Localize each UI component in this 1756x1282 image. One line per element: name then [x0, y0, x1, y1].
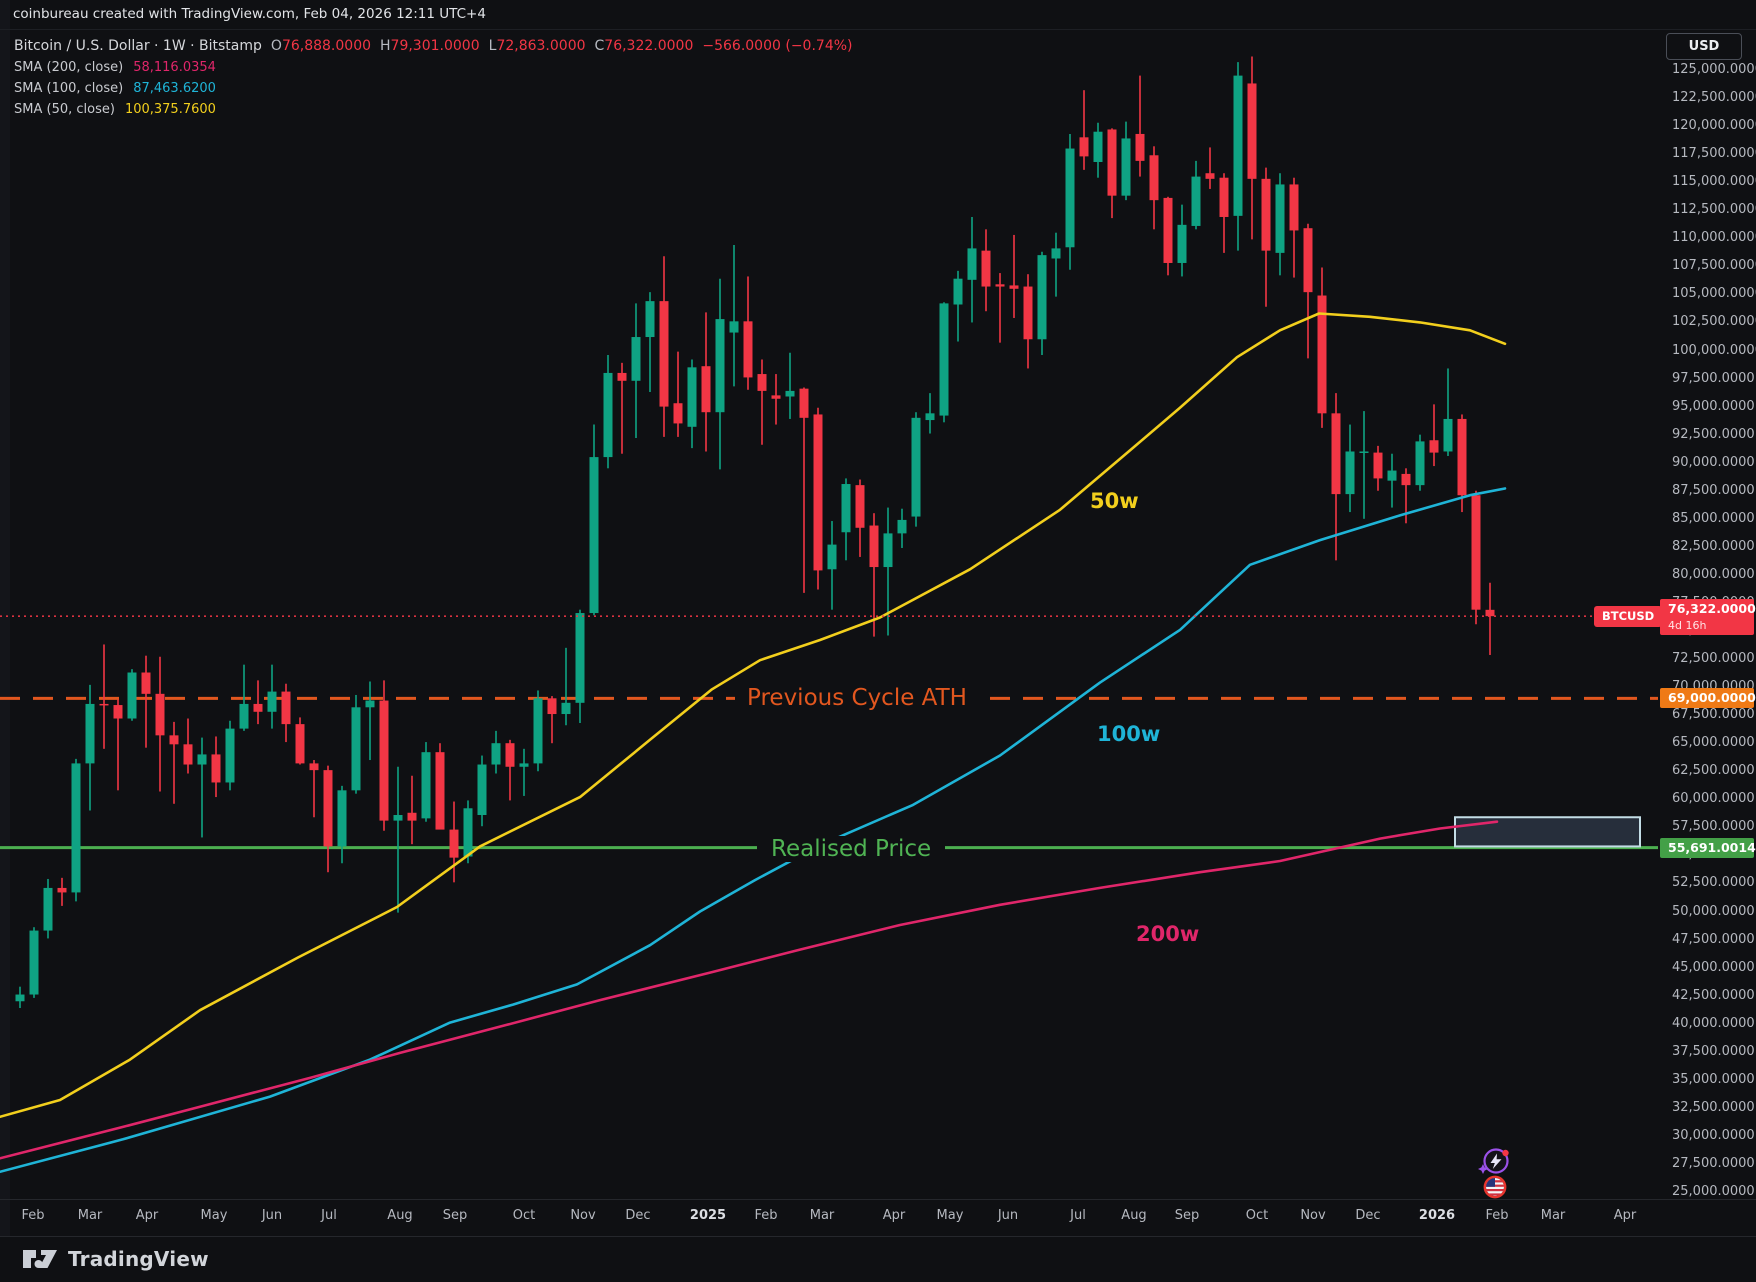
last-price-badge: 76,322.0000 4d 16h: [1660, 599, 1756, 635]
price-axis-label: 67,500.0000: [1672, 707, 1755, 723]
time-axis-label: Oct: [1245, 1208, 1269, 1223]
time-axis-label: Feb: [1485, 1208, 1509, 1223]
time-axis-label: Nov: [570, 1208, 596, 1223]
price-axis-label: 65,000.0000: [1672, 735, 1755, 751]
time-axis-label: Dec: [625, 1208, 651, 1223]
top-bar: coinbureau created with TradingView.com,…: [0, 0, 1756, 30]
price-axis-label: 47,500.0000: [1672, 931, 1755, 947]
sma-50w-line[interactable]: [0, 312, 1507, 1119]
price-axis-label: 30,000.0000: [1672, 1127, 1755, 1143]
time-axis-label: Feb: [21, 1208, 45, 1223]
last-price-value: 76,322.0000: [1668, 601, 1756, 616]
left-gutter: [0, 0, 10, 1282]
price-axis-label: 62,500.0000: [1672, 763, 1755, 779]
time-axis-label: Nov: [1300, 1208, 1326, 1223]
price-axis-label: 27,500.0000: [1672, 1155, 1755, 1171]
sma-200w-line[interactable]: [0, 820, 1499, 1160]
footer-bar: TradingView: [0, 1236, 1756, 1282]
time-axis-label: Jun: [261, 1208, 283, 1223]
ath-level-badge: 69,000.0000: [1660, 688, 1756, 708]
price-axis-label: 45,000.0000: [1672, 959, 1755, 975]
time-axis-label: Aug: [1121, 1208, 1147, 1223]
time-axis-label: Jul: [321, 1208, 337, 1223]
sma-100w-line[interactable]: [0, 487, 1507, 1174]
price-axis-label: 57,500.0000: [1672, 819, 1755, 835]
tradingview-logo[interactable]: TradingView: [22, 1245, 209, 1273]
price-axis-label: 52,500.0000: [1672, 875, 1755, 891]
time-axis-label: Mar: [809, 1208, 835, 1223]
price-axis-label: 122,500.0000: [1672, 90, 1756, 106]
time-axis-label: May: [936, 1208, 964, 1223]
price-axis-label: 32,500.0000: [1672, 1099, 1755, 1115]
lightning-event-icon[interactable]: [1478, 1148, 1509, 1175]
time-axis-label: Oct: [512, 1208, 536, 1223]
us-flag-event-icon[interactable]: [1483, 1175, 1507, 1199]
price-axis-label: 37,500.0000: [1672, 1043, 1755, 1059]
time-axis-label: Mar: [1540, 1208, 1566, 1223]
price-axis-label: 60,000.0000: [1672, 791, 1755, 807]
time-axis-label: Mar: [77, 1208, 103, 1223]
sparkle-icon: [1478, 1164, 1488, 1174]
price-axis-label: 80,000.0000: [1672, 566, 1755, 582]
time-axis-label: Jul: [1070, 1208, 1086, 1223]
bar-countdown: 4d 16h: [1668, 619, 1707, 632]
price-axis-label: 40,000.0000: [1672, 1015, 1755, 1031]
price-axis-label: 25,000.0000: [1672, 1184, 1755, 1199]
price-axis-label: 125,000.0000: [1672, 62, 1756, 77]
price-axis-label: 72,500.0000: [1672, 651, 1755, 667]
watermark-text: coinbureau created with TradingView.com,…: [13, 6, 486, 22]
realised-level-badge: 55,691.0014: [1660, 838, 1756, 858]
time-axis-label: Sep: [442, 1208, 468, 1223]
price-axis-label: 42,500.0000: [1672, 987, 1755, 1003]
time-axis-label: 2026: [1418, 1208, 1456, 1223]
price-axis-label: 105,000.0000: [1672, 286, 1756, 302]
price-axis-label: 87,500.0000: [1672, 482, 1755, 498]
price-axis-label: 92,500.0000: [1672, 426, 1755, 442]
price-axis-label: 100,000.0000: [1672, 342, 1756, 358]
price-axis-label: 117,500.0000: [1672, 146, 1756, 162]
tradingview-wordmark: TradingView: [68, 1247, 209, 1271]
time-axis-label: Apr: [882, 1208, 906, 1223]
time-axis-label: Dec: [1355, 1208, 1381, 1223]
time-axis-label: Sep: [1174, 1208, 1200, 1223]
time-axis-label: Apr: [1613, 1208, 1637, 1223]
symbol-price-tag: BTCUSD: [1594, 606, 1663, 627]
price-axis-label: 90,000.0000: [1672, 454, 1755, 470]
chart-event-icons[interactable]: [1478, 1146, 1522, 1204]
price-axis-label: 97,500.0000: [1672, 370, 1755, 386]
time-axis-label: Jun: [997, 1208, 1019, 1223]
time-axis-label: 2025: [689, 1208, 727, 1223]
candlesticks: [15, 56, 1495, 1008]
price-axis-label: 110,000.0000: [1672, 230, 1756, 246]
price-axis-label: 50,000.0000: [1672, 903, 1755, 919]
price-axis-label: 120,000.0000: [1672, 118, 1756, 134]
time-axis-label: Aug: [387, 1208, 413, 1223]
price-axis-label: 107,500.0000: [1672, 258, 1756, 274]
price-axis-label: 102,500.0000: [1672, 314, 1756, 330]
price-axis-label: 85,000.0000: [1672, 510, 1755, 526]
time-axis-label: Feb: [754, 1208, 778, 1223]
currency-usd-button[interactable]: USD: [1666, 33, 1742, 60]
price-axis-label: 95,000.0000: [1672, 398, 1755, 414]
tradingview-logo-icon: [23, 1250, 57, 1268]
time-axis-label: Apr: [135, 1208, 159, 1223]
time-axis-label: May: [200, 1208, 228, 1223]
price-axis-label: 82,500.0000: [1672, 538, 1755, 554]
drawing-rectangle[interactable]: [1454, 816, 1641, 848]
price-axis-label: 35,000.0000: [1672, 1071, 1755, 1087]
price-axis-label: 115,000.0000: [1672, 174, 1756, 190]
time-axis[interactable]: Feb Mar Apr May Jun Jul Aug Sep Oct Nov Dec 2025 Feb…: [0, 1199, 1756, 1236]
price-axis-label: 112,500.0000: [1672, 202, 1756, 218]
